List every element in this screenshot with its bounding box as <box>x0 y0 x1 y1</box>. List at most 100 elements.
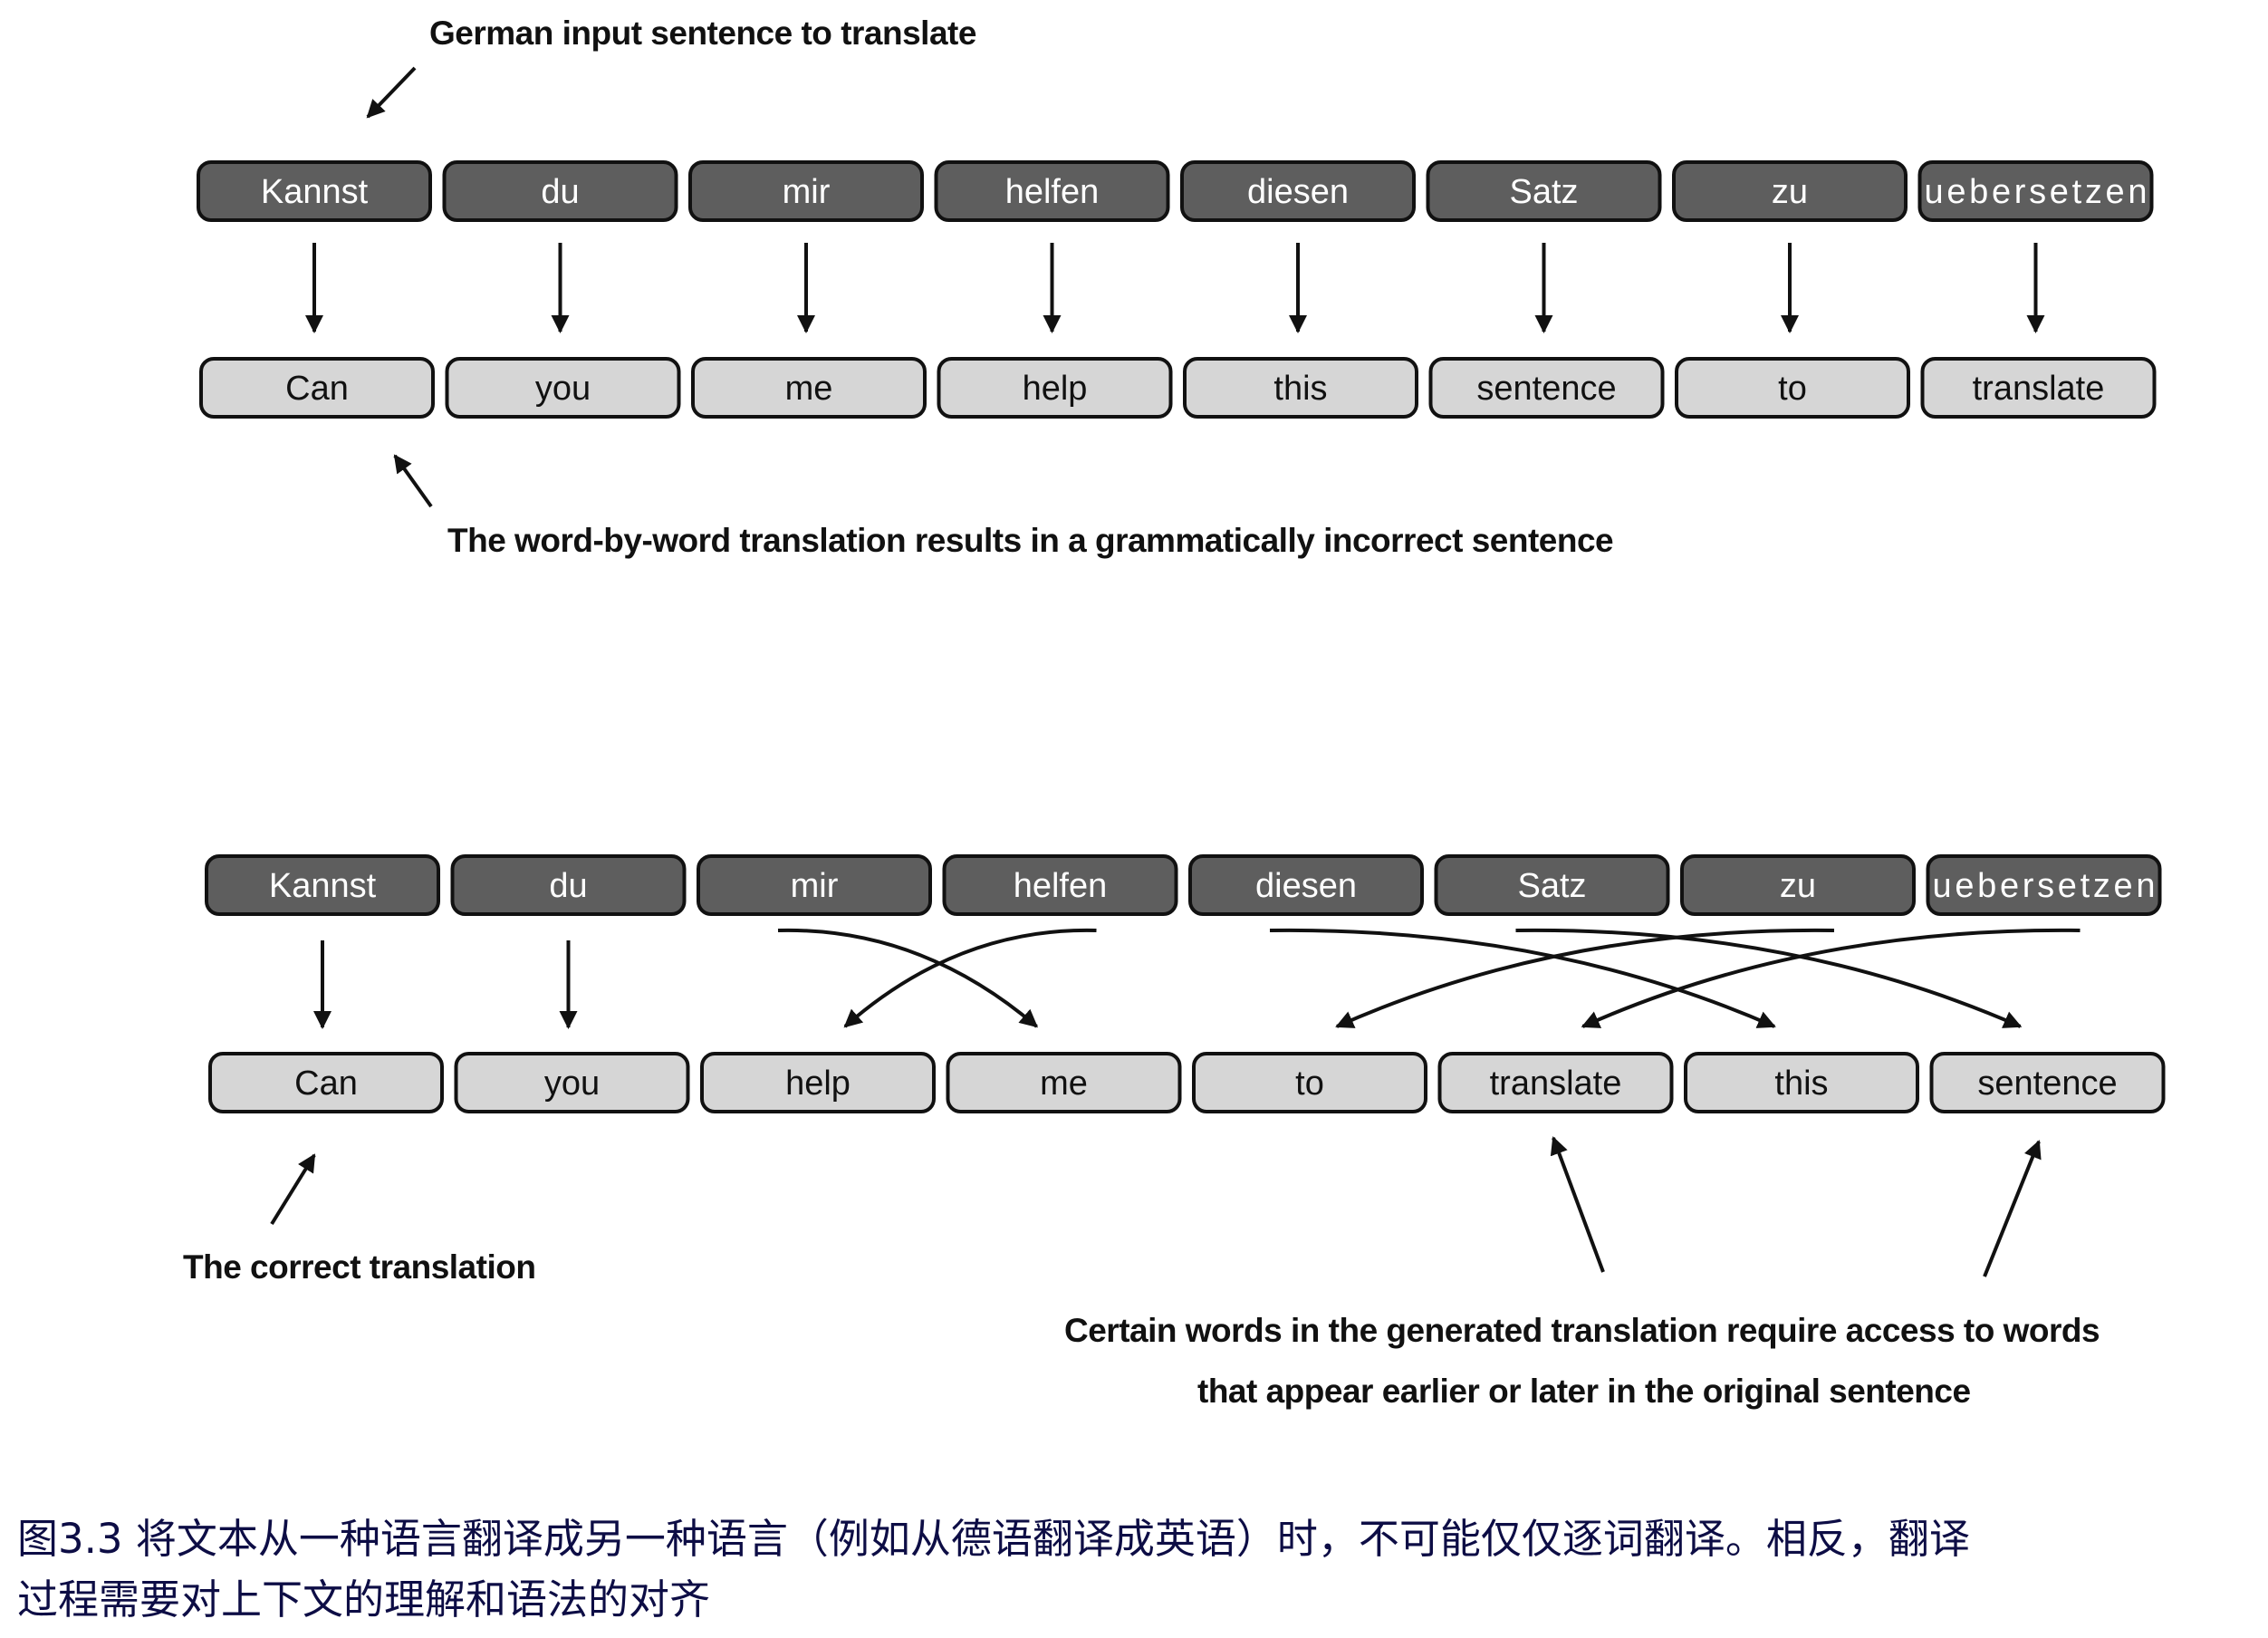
target-word-box: Can <box>208 1052 444 1113</box>
word-label: this <box>1774 1065 1828 1103</box>
word-box-shape <box>1917 160 2154 222</box>
target-word-box: this <box>1183 357 1418 419</box>
alignment-arrow <box>843 928 1097 1028</box>
word-label: me <box>1040 1065 1088 1103</box>
source-word-box: mir <box>688 160 924 222</box>
word-label: diesen <box>1247 173 1349 211</box>
word-box-shape <box>934 160 1170 222</box>
word-box-shape <box>688 160 924 222</box>
word-box-shape <box>1680 854 1916 916</box>
alignment-arrow <box>777 928 1039 1028</box>
word-label: zu <box>1780 867 1816 905</box>
word-label: me <box>785 370 833 408</box>
source-word-box: Kannst <box>205 854 440 916</box>
word-label: Can <box>294 1065 358 1103</box>
word-label: helfen <box>1014 867 1108 905</box>
word-box-shape <box>1920 357 2157 419</box>
word-box-shape <box>1675 357 1910 419</box>
word-box-shape <box>1426 160 1662 222</box>
target-word-box: sentence <box>1428 357 1665 419</box>
annotation-arrow-sentence <box>1983 1140 2042 1277</box>
alignment-arrow <box>1515 928 2023 1028</box>
target-word-box: me <box>691 357 927 419</box>
word-box-shape <box>691 357 927 419</box>
target-word-box: this <box>1684 1052 1919 1113</box>
word-label: sentence <box>1977 1065 2117 1103</box>
word-label: mir <box>783 173 831 211</box>
target-word-box: you <box>454 1052 690 1113</box>
annotation-access-line1: Certain words in the generated translati… <box>1064 1312 2100 1349</box>
word-box-shape <box>199 357 435 419</box>
figure-caption: 图3.3 将文本从一种语言翻译成另一种语言（例如从德语翻译成英语）时，不可能仅仅… <box>17 1508 2254 1630</box>
word-box-shape <box>1672 160 1908 222</box>
source-word-box: uebersetzen <box>1926 854 2162 916</box>
source-word-box: helfen <box>934 160 1170 222</box>
word-label: to <box>1295 1065 1324 1103</box>
word-label: you <box>535 370 591 408</box>
word-box-shape <box>1434 854 1670 916</box>
target-word-box: help <box>937 357 1173 419</box>
target-word-box: Can <box>199 357 435 419</box>
word-label: help <box>1023 370 1088 408</box>
target-word-box: sentence <box>1929 1052 2166 1113</box>
alignment-arrow <box>1581 928 2081 1028</box>
caption-line-2: 过程需要对上下文的理解和语法的对齐 <box>17 1575 711 1624</box>
word-box-shape <box>1180 160 1416 222</box>
annotation-arrow-translate <box>1550 1136 1605 1273</box>
word-label: mir <box>791 867 839 905</box>
word-box-shape <box>942 854 1178 916</box>
source-word-box: uebersetzen <box>1917 160 2154 222</box>
word-label: Satz <box>1509 173 1578 211</box>
annotation-correct: The correct translation <box>183 1248 536 1286</box>
source-word-box: zu <box>1680 854 1916 916</box>
word-box-shape <box>700 1052 936 1113</box>
word-label: Satz <box>1517 867 1586 905</box>
source-word-box: Kannst <box>197 160 432 222</box>
word-box-shape <box>445 357 681 419</box>
word-label: translate <box>1490 1065 1622 1103</box>
word-label: Can <box>285 370 349 408</box>
target-word-box: you <box>445 357 681 419</box>
source-word-box: du <box>450 854 687 916</box>
word-label: zu <box>1772 173 1808 211</box>
word-label: translate <box>1973 370 2105 408</box>
word-label: helfen <box>1005 173 1100 211</box>
word-box-shape <box>450 854 687 916</box>
word-box-shape <box>1684 1052 1919 1113</box>
word-box-shape <box>946 1052 1182 1113</box>
word-box-shape <box>197 160 432 222</box>
source-word-box: Satz <box>1434 854 1670 916</box>
word-box-shape <box>208 1052 444 1113</box>
target-word-box: to <box>1675 357 1910 419</box>
word-box-shape <box>205 854 440 916</box>
source-word-box: Satz <box>1426 160 1662 222</box>
annotation-input: German input sentence to translate <box>429 14 976 52</box>
annotation-access-line2: that appear earlier or later in the orig… <box>1197 1373 1971 1410</box>
word-label: to <box>1778 370 1807 408</box>
word-box-shape <box>1926 854 2162 916</box>
word-label: diesen <box>1255 867 1357 905</box>
source-word-box: helfen <box>942 854 1178 916</box>
word-box-shape <box>442 160 678 222</box>
target-word-box: to <box>1192 1052 1427 1113</box>
target-word-box: help <box>700 1052 936 1113</box>
source-word-box: du <box>442 160 678 222</box>
source-word-box: diesen <box>1180 160 1416 222</box>
annotation-result: The word-by-word translation results in … <box>447 522 1614 559</box>
word-box-shape <box>1437 1052 1674 1113</box>
word-box-shape <box>1428 357 1665 419</box>
word-label: this <box>1273 370 1327 408</box>
source-word-box: mir <box>697 854 932 916</box>
word-label: du <box>541 173 579 211</box>
word-box-shape <box>937 357 1173 419</box>
word-box-shape <box>1192 1052 1427 1113</box>
alignment-arrow <box>1269 928 1776 1028</box>
word-label: Kannst <box>269 867 377 905</box>
word-label: help <box>785 1065 850 1103</box>
target-word-box: translate <box>1437 1052 1674 1113</box>
word-box-shape <box>1188 854 1424 916</box>
word-label: sentence <box>1476 370 1616 408</box>
caption-line-1: 图3.3 将文本从一种语言翻译成另一种语言（例如从德语翻译成英语）时，不可能仅仅… <box>17 1515 1970 1563</box>
target-word-box: me <box>946 1052 1182 1113</box>
target-word-box: translate <box>1920 357 2157 419</box>
